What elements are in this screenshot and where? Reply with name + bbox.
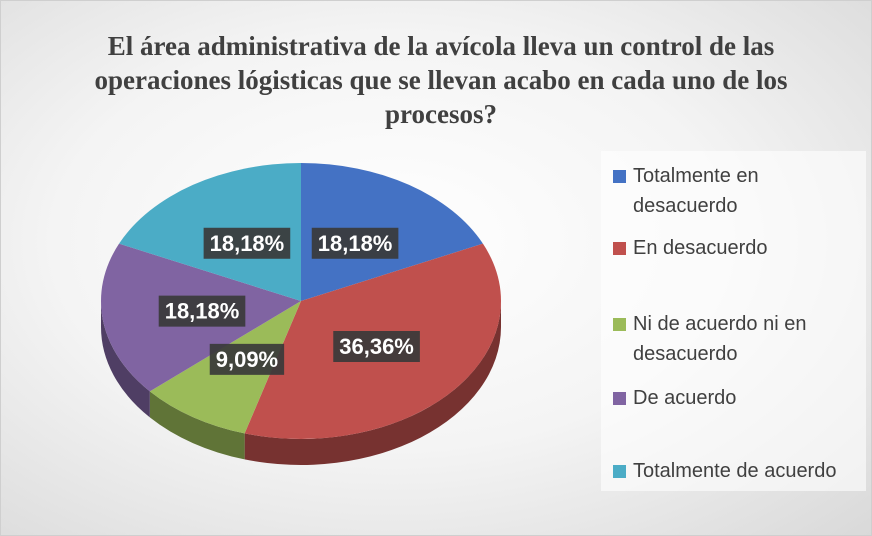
legend-entry: Ni de acuerdo ni en desacuerdo [613, 309, 843, 369]
legend-swatch [613, 318, 626, 331]
data-label-box [311, 227, 399, 259]
data-label: 18,18% [165, 299, 240, 324]
legend: Totalmente en desacuerdo En desacuerdo Ni … [601, 151, 866, 491]
slice-side [149, 391, 245, 460]
chart-title: El área administrativa de la avícola lle… [94, 31, 788, 129]
data-label-box [209, 343, 285, 375]
legend-label: Totalmente en desacuerdo [633, 165, 759, 217]
data-label: 9,09% [216, 347, 278, 372]
legend-label: De acuerdo [633, 387, 737, 409]
legend-label: En desacuerdo [633, 237, 768, 259]
slice-side [244, 301, 501, 465]
legend-swatch [613, 242, 626, 255]
legend-swatch [613, 170, 626, 183]
data-label: 18,18% [210, 231, 285, 256]
legend-swatch [613, 392, 626, 405]
data-label: 36,36% [339, 334, 414, 359]
legend-entry: Totalmente de acuerdo [613, 456, 871, 486]
slice-side [101, 301, 150, 418]
data-label-box [203, 227, 291, 259]
data-label-box [333, 330, 420, 362]
legend-entry: De acuerdo [613, 383, 871, 413]
pie-area: 18,18% 36,36% 9,09% 18,18% 18,18% [100, 163, 501, 465]
legend-entry: Totalmente en desacuerdo [613, 161, 803, 221]
legend-entry: En desacuerdo [613, 233, 871, 263]
legend-label: Totalmente de acuerdo [633, 460, 837, 482]
data-label-box [158, 295, 246, 327]
legend-label: Ni de acuerdo ni en desacuerdo [633, 313, 807, 365]
data-label: 18,18% [318, 231, 393, 256]
legend-swatch [613, 465, 626, 478]
